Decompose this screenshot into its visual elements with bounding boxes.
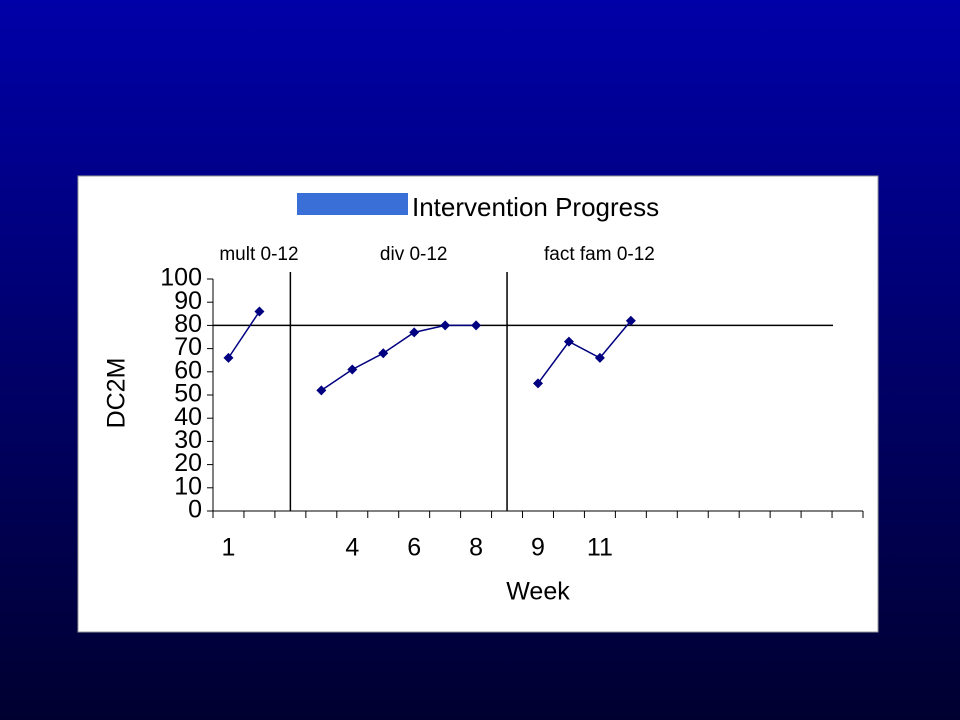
y-tick-label: 30 — [174, 426, 202, 454]
phase-label: fact fam 0-12 — [544, 244, 655, 265]
data-point — [594, 352, 605, 363]
data-point — [378, 348, 389, 359]
y-tick-label: 70 — [174, 333, 202, 361]
chart-title: Intervention Progress — [412, 192, 659, 222]
y-tick-label: 100 — [160, 264, 202, 292]
phase-label: mult 0-12 — [219, 244, 298, 265]
chart-panel — [77, 175, 879, 633]
y-tick-label: 50 — [174, 380, 202, 408]
y-tick-label: 0 — [188, 496, 202, 524]
cover-box — [297, 193, 408, 215]
x-tick-label: 1 — [222, 534, 236, 562]
y-tick-label: 40 — [174, 403, 202, 431]
data-point — [563, 336, 574, 347]
data-point — [254, 306, 265, 317]
y-tick-label: 10 — [174, 472, 202, 500]
data-point — [625, 315, 636, 326]
x-tick-label: 6 — [407, 534, 421, 562]
data-point — [471, 320, 482, 331]
y-tick-label: 60 — [174, 356, 202, 384]
x-axis-label: Week — [506, 578, 570, 606]
y-axis-label: DC2M — [103, 358, 131, 429]
y-tick-label: 80 — [174, 310, 202, 338]
data-point — [347, 364, 358, 375]
data-point — [533, 378, 543, 389]
data-point — [316, 385, 327, 396]
x-tick-label: 11 — [587, 534, 613, 562]
x-tick-label: 9 — [531, 534, 545, 562]
y-tick-label: 90 — [174, 287, 202, 315]
series-line — [227, 311, 632, 391]
y-tick-label: 20 — [174, 449, 202, 477]
data-point — [440, 320, 451, 331]
x-tick-label: 4 — [345, 534, 359, 562]
phase-label: div 0-12 — [380, 244, 448, 265]
data-point — [409, 327, 420, 338]
data-point — [223, 352, 234, 363]
x-tick-label: 8 — [469, 534, 483, 562]
